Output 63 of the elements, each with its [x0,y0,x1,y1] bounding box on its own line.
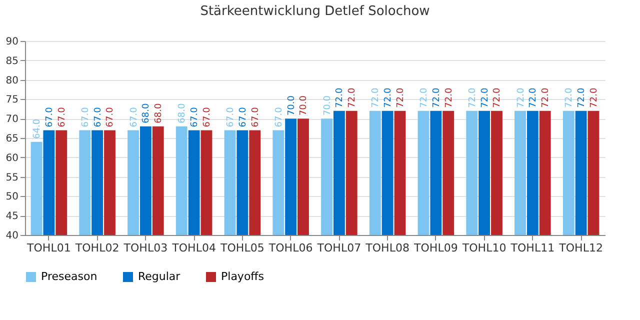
x-tick-label: TOHL06 [268,242,313,254]
y-tick-label: 85 [6,56,18,67]
data-label: 72.0 [335,88,346,108]
data-label: 67.0 [106,106,116,128]
y-tick-label: 55 [6,172,18,184]
data-label: 72.0 [528,88,539,108]
legend-label: Regular [138,270,181,283]
data-label: 67.0 [129,106,140,128]
legend-label: Preseason [41,270,98,283]
data-label: 67.0 [190,106,200,128]
y-tick-label: 75 [6,94,18,106]
legend-label: Playoffs [221,270,264,283]
data-label: 72.0 [468,88,478,108]
data-label: 72.0 [384,88,394,108]
x-tick-label: TOHL12 [558,242,603,254]
data-label: 72.0 [420,88,430,108]
data-label: 68.0 [142,103,152,124]
y-tick-label: 50 [6,192,18,203]
data-label: 72.0 [541,88,552,108]
data-label: 67.0 [238,106,248,128]
x-tick-label: TOHL08 [364,242,410,254]
data-label: 72.0 [432,88,442,108]
x-tick-label: TOHL04 [171,242,216,254]
y-tick-label: 70 [6,114,18,126]
y-tick-label: 60 [6,152,18,164]
data-label: 72.0 [516,88,526,108]
data-label: 67.0 [93,106,104,128]
x-tick-label: TOHL01 [26,242,71,254]
data-label: 72.0 [564,88,575,108]
data-label: 72.0 [348,88,358,108]
data-label: 68.0 [154,103,164,124]
y-tick-label: 45 [6,211,18,222]
data-label: 70.0 [286,95,297,116]
x-tick-label: TOHL09 [413,242,458,254]
chart-title: Stärkeentwicklung Detlef Solochow [200,4,430,19]
data-label: 67.0 [57,106,68,128]
x-tick-label: TOHL10 [461,242,506,254]
data-label: 72.0 [396,88,406,108]
data-label: 72.0 [589,88,600,108]
x-tick-label: TOHL07 [316,242,362,254]
data-label: 67.0 [202,106,212,128]
data-label: 67.0 [44,106,55,128]
x-tick-label: TOHL11 [510,242,555,254]
y-tick-label: 90 [6,36,18,48]
x-tick-label: TOHL02 [74,242,120,254]
data-label: 64.0 [32,118,43,139]
data-label: 70.0 [322,95,333,116]
data-label: 67.0 [226,106,236,128]
data-label: 70.0 [299,95,310,116]
data-label: 68.0 [178,103,188,124]
data-label: 72.0 [371,88,382,108]
data-label: 67.0 [274,106,284,128]
data-label: 72.0 [577,88,588,108]
x-tick-label: TOHL03 [122,242,168,254]
y-tick-label: 80 [6,75,18,86]
y-tick-label: 65 [6,134,18,144]
data-label: 67.0 [250,106,261,128]
data-label: 72.0 [492,88,503,108]
y-tick-label: 40 [6,230,18,242]
x-tick-label: TOHL05 [220,242,264,254]
data-label: 72.0 [480,88,490,108]
data-label: 72.0 [444,88,454,108]
data-label: 67.0 [80,106,91,128]
